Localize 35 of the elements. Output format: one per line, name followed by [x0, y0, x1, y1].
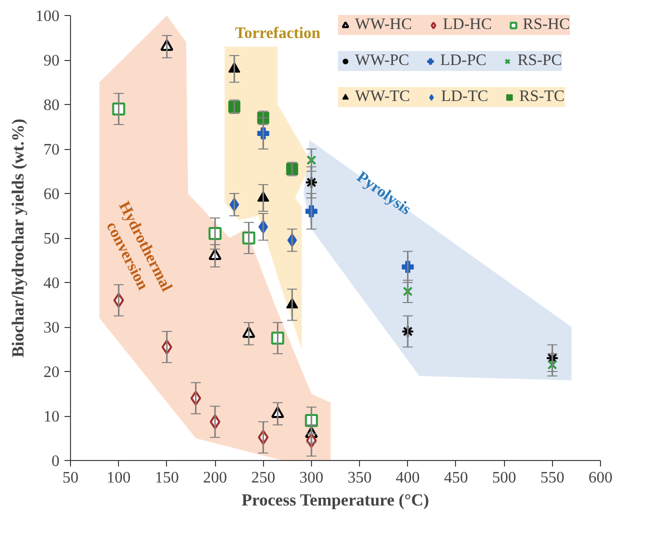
y-tick-label: 30 [44, 320, 60, 336]
legend-label: RS-PC [517, 52, 562, 70]
x-tick-label: 600 [588, 470, 612, 486]
y-tick-label: 10 [44, 408, 60, 426]
x-tick-label: 400 [396, 470, 420, 486]
legend-label: RS-HC [522, 16, 570, 34]
y-tick-label: 100 [36, 8, 60, 25]
x-tick-label: 50 [62, 470, 78, 486]
legend-label: WW-HC [355, 16, 412, 34]
legend-label: LD-TC [441, 88, 488, 106]
y-tick-label: 0 [52, 453, 60, 470]
x-tick-label: 450 [444, 470, 468, 486]
x-tick-label: 550 [540, 470, 564, 486]
legend-label: LD-PC [440, 52, 486, 70]
y-tick-label: 40 [44, 275, 60, 292]
x-axis-title: Process Temperature (°C) [242, 490, 430, 510]
x-tick-label: 150 [154, 470, 179, 486]
x-tick-label: 300 [299, 470, 324, 486]
y-tick-label: 80 [44, 97, 60, 114]
x-tick-label: 250 [251, 470, 276, 486]
annotation: Torrefaction [235, 24, 320, 42]
y-tick-label: 90 [44, 52, 60, 70]
y-tick-label: 70 [44, 142, 60, 158]
x-tick-label: 200 [203, 470, 228, 486]
x-tick-label: 350 [348, 470, 372, 486]
legend-label: RS-TC [519, 88, 565, 106]
y-tick-label: 60 [44, 186, 60, 203]
legend-label: WW-PC [355, 52, 410, 70]
y-axis-title: Biochar/hydrochar yields (wt.%) [8, 118, 28, 358]
y-tick-label: 50 [44, 230, 60, 248]
legend-label: WW-TC [355, 88, 410, 106]
x-tick-label: 500 [492, 470, 516, 486]
x-tick-label: 100 [106, 470, 131, 486]
y-tick-label: 20 [44, 364, 60, 381]
legend-label: LD-HC [442, 16, 492, 34]
